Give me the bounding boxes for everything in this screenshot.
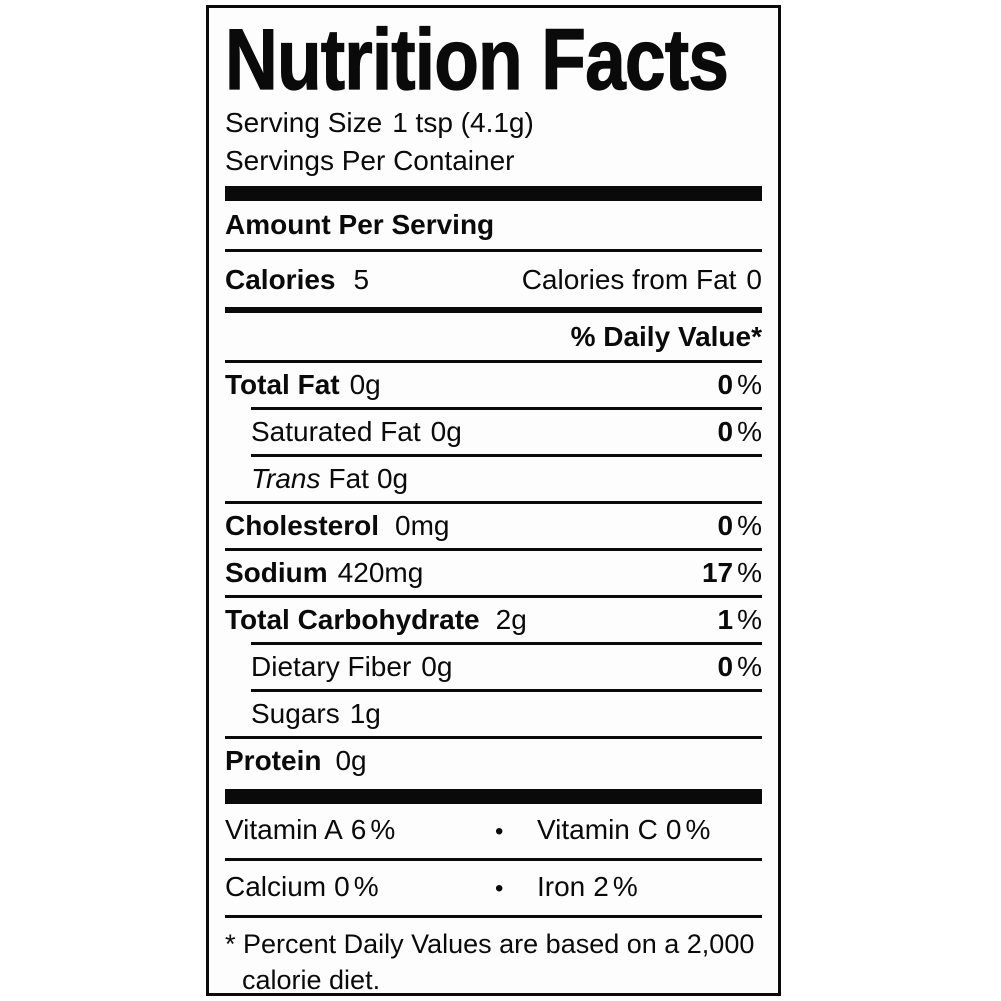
nutrient-name: Fat	[328, 463, 369, 494]
nutrient-name: Total Fat	[225, 369, 340, 400]
footnote: * Percent Daily Values are based on a 2,…	[225, 926, 762, 995]
divider	[225, 501, 762, 504]
calories-value: 5	[353, 264, 370, 295]
divider	[251, 454, 762, 457]
nutrition-facts-label: Nutrition Facts Serving Size 1 tsp (4.1g)…	[206, 5, 781, 996]
servings-per-container-label: Servings Per Container	[225, 145, 515, 176]
row-saturated-fat: Saturated Fat 0g 0%	[225, 410, 762, 454]
row-cholesterol: Cholesterol 0mg 0%	[225, 504, 762, 548]
amount-per-serving-heading: Amount Per Serving	[225, 209, 495, 240]
footnote-line-1: * Percent Daily Values are based on a 2,…	[225, 929, 755, 959]
nutrient-amount: 0g	[421, 651, 453, 682]
nutrient-name: Cholesterol	[225, 510, 380, 541]
row-vitamin-a-c: Vitamin A 6% • Vitamin C 0%	[225, 804, 762, 858]
daily-value: 1%	[717, 604, 762, 635]
micronutrient-right: Vitamin C 0%	[537, 814, 711, 845]
daily-value: 0%	[717, 651, 762, 682]
nutrient-amount: 1g	[349, 698, 381, 729]
divider	[251, 407, 762, 410]
daily-value-heading: % Daily Value*	[570, 321, 762, 352]
footnote-line-2: calorie diet.	[242, 965, 381, 995]
nutrient-amount: 0g	[376, 463, 409, 494]
nutrient-name: Saturated Fat	[251, 416, 421, 447]
calories-label: Calories	[225, 264, 336, 295]
divider	[251, 642, 762, 645]
bullet-icon: •	[495, 875, 504, 902]
row-protein: Protein 0g	[225, 739, 762, 783]
nutrient-amount: 420mg	[337, 557, 424, 588]
nutrient-name: Sugars	[251, 698, 340, 729]
divider	[225, 915, 762, 918]
row-calcium-iron: Calcium 0% • Iron 2%	[225, 861, 762, 915]
divider	[225, 595, 762, 598]
divider	[251, 689, 762, 692]
serving-size-value: 1 tsp (4.1g)	[392, 107, 534, 138]
daily-value: 17%	[701, 557, 762, 588]
serving-size-label: Serving Size	[225, 107, 383, 138]
thick-divider-top	[225, 186, 762, 201]
divider	[225, 548, 762, 551]
nutrient-name-italic: Trans	[251, 463, 321, 494]
row-dietary-fiber: Dietary Fiber 0g 0%	[225, 645, 762, 689]
nutrient-amount: 0g	[430, 416, 462, 447]
divider	[225, 249, 762, 252]
micronutrient-left: Calcium 0%	[225, 871, 379, 902]
calories-from-fat-label: Calories from Fat	[521, 264, 737, 295]
row-trans-fat: Trans Fat 0g	[225, 457, 762, 501]
row-total-carbohydrate: Total Carbohydrate 2g 1%	[225, 598, 762, 642]
nutrient-amount: 0g	[349, 369, 381, 400]
calories-row: Calories 5 Calories from Fat 0	[225, 252, 762, 307]
thick-divider-bottom	[225, 789, 762, 804]
row-sodium: Sodium 420mg 17%	[225, 551, 762, 595]
nutrient-amount: 2g	[495, 604, 527, 635]
serving-size-row: Serving Size 1 tsp (4.1g)	[225, 104, 762, 142]
servings-per-container-row: Servings Per Container	[225, 142, 762, 180]
bullet-icon: •	[495, 818, 504, 845]
daily-value: 0%	[717, 510, 762, 541]
row-sugars: Sugars 1g	[225, 692, 762, 736]
micronutrient-left: Vitamin A 6%	[225, 814, 396, 845]
divider	[225, 736, 762, 739]
calories-from-fat-group: Calories from Fat 0	[522, 252, 762, 307]
daily-value: 0%	[717, 369, 762, 400]
nutrient-name: Protein	[225, 745, 322, 776]
footnote-marker: *	[225, 929, 236, 959]
micronutrient-right: Iron 2%	[537, 871, 638, 902]
nutrient-name: Sodium	[225, 557, 328, 588]
daily-value: 0%	[717, 416, 762, 447]
divider	[225, 360, 762, 363]
calories-from-fat-value: 0	[746, 264, 762, 295]
nutrient-name: Total Carbohydrate	[225, 604, 480, 635]
calories-group: Calories 5	[225, 252, 369, 307]
nutrient-amount: 0mg	[395, 510, 450, 541]
row-total-fat: Total Fat 0g 0%	[225, 363, 762, 407]
divider	[225, 858, 762, 861]
medium-divider	[225, 307, 762, 313]
nutrient-amount: 0g	[335, 745, 367, 776]
label-title: Nutrition Facts	[224, 12, 729, 108]
nutrient-name: Dietary Fiber	[251, 651, 412, 682]
